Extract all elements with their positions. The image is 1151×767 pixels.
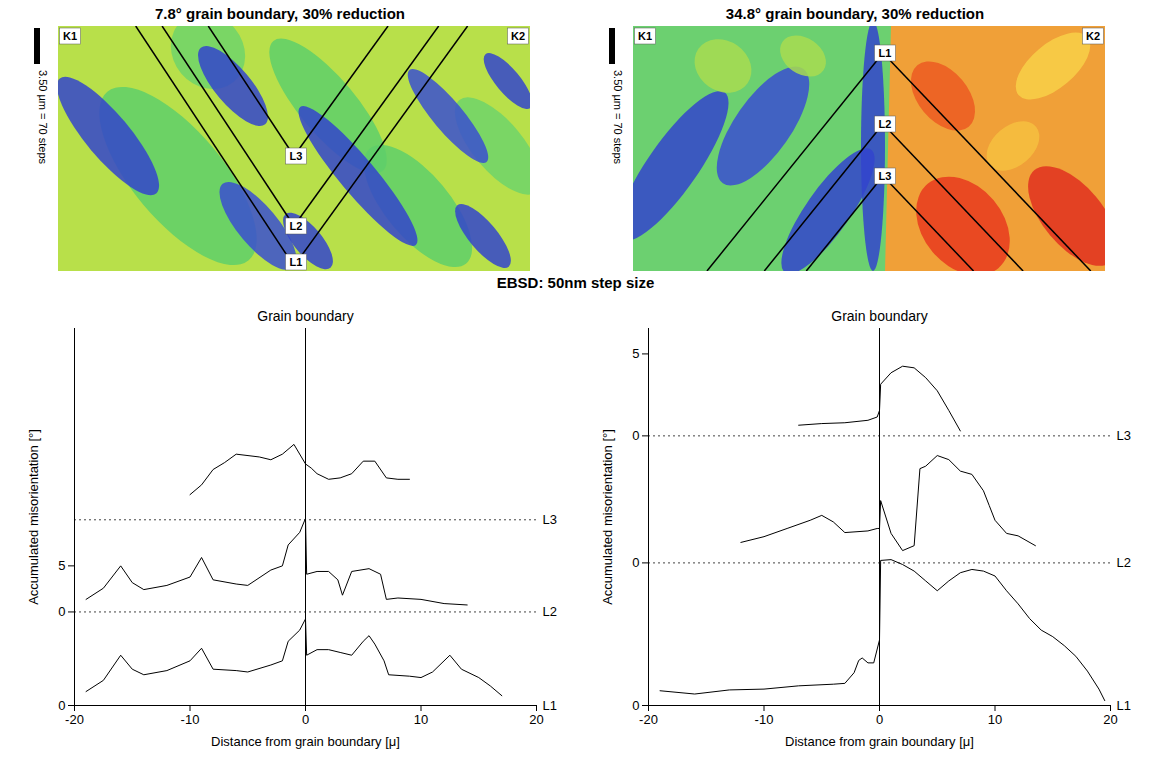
svg-text:L2: L2 — [879, 118, 892, 130]
svg-text:-10: -10 — [755, 712, 774, 727]
svg-text:Grain boundary: Grain boundary — [831, 308, 928, 324]
svg-text:3.50 µm = 70 steps: 3.50 µm = 70 steps — [37, 70, 49, 165]
svg-text:0: 0 — [632, 428, 639, 443]
svg-text:L1: L1 — [543, 698, 557, 713]
svg-text:0: 0 — [632, 555, 639, 570]
svg-text:Accumulated misorientation [°]: Accumulated misorientation [°] — [26, 429, 41, 605]
svg-text:L2: L2 — [290, 220, 303, 232]
svg-text:3.50 µm = 70 steps: 3.50 µm = 70 steps — [612, 70, 624, 165]
html-text:34.8° grain boundary, 30% redu: 34.8° grain boundary, 30% reduction — [725, 5, 985, 22]
svg-text:10: 10 — [414, 712, 428, 727]
svg-text:5: 5 — [632, 346, 639, 361]
svg-text:Distance from grain boundary [: Distance from grain boundary [μ] — [211, 734, 400, 749]
svg-text:0: 0 — [632, 698, 639, 713]
svg-text:5: 5 — [58, 558, 65, 573]
svg-text:L2: L2 — [1117, 555, 1131, 570]
svg-text:-20: -20 — [65, 712, 84, 727]
svg-text:K2: K2 — [1086, 30, 1100, 42]
svg-text:20: 20 — [529, 712, 543, 727]
svg-text:K2: K2 — [511, 30, 525, 42]
svg-text:10: 10 — [988, 712, 1002, 727]
svg-text:L3: L3 — [543, 512, 557, 527]
html-text:EBSD: 50nm step size: EBSD: 50nm step size — [496, 274, 655, 291]
svg-text:L3: L3 — [879, 170, 892, 182]
svg-text:L1: L1 — [290, 256, 303, 268]
html-text:7.8° grain boundary, 30% reduc: 7.8° grain boundary, 30% reduction — [155, 5, 405, 22]
svg-text:20: 20 — [1103, 712, 1117, 727]
svg-text:L3: L3 — [1117, 428, 1131, 443]
svg-text:0: 0 — [876, 712, 883, 727]
svg-text:-10: -10 — [181, 712, 200, 727]
svg-text:0: 0 — [58, 698, 65, 713]
svg-text:L1: L1 — [1117, 698, 1131, 713]
svg-text:-20: -20 — [639, 712, 658, 727]
svg-text:Grain boundary: Grain boundary — [257, 308, 354, 324]
svg-text:Distance from grain boundary [: Distance from grain boundary [μ] — [785, 734, 974, 749]
svg-text:L1: L1 — [879, 47, 892, 59]
svg-text:K1: K1 — [63, 30, 77, 42]
svg-text:L2: L2 — [543, 604, 557, 619]
svg-text:Accumulated misorientation [°]: Accumulated misorientation [°] — [600, 429, 615, 605]
svg-text:0: 0 — [302, 712, 309, 727]
svg-text:0: 0 — [58, 604, 65, 619]
svg-text:K1: K1 — [638, 30, 652, 42]
svg-text:L3: L3 — [290, 150, 303, 162]
